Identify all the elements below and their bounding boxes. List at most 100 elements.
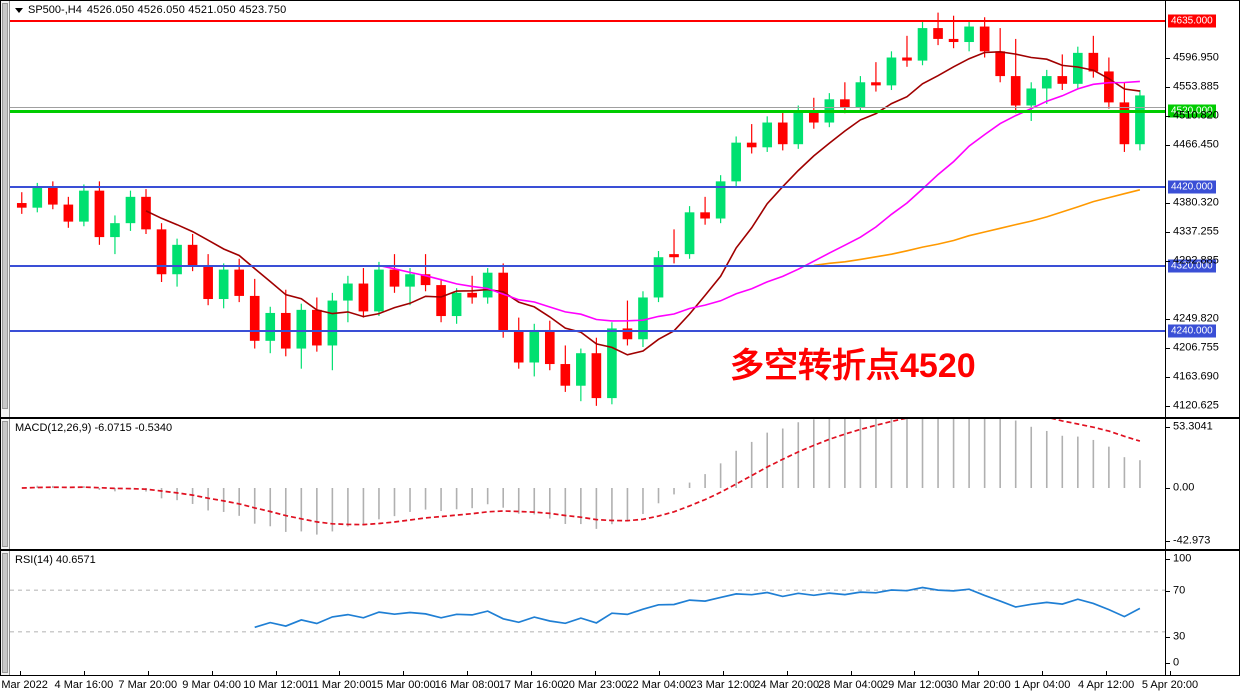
candle-body [436,285,446,317]
time-axis-label: 15 Mar 00:00 [370,679,436,691]
macd-tick-label: 53.3041 [1173,420,1213,433]
candle-body [249,295,260,341]
time-axis-label: 28 Mar 04:00 [818,679,883,691]
time-tick [211,671,213,676]
candlestick-series [16,12,1145,406]
ohlc-quotes: 4526.050 4526.050 4521.050 4523.750 [86,4,287,16]
rsi-axis[interactable]: 100 70 30 0 [1165,551,1239,675]
candle-body [871,82,881,86]
chart-annotation-text: 多空转折点4520 [730,347,976,385]
triangle-down-icon[interactable] [15,7,23,13]
level-line-support-4420 [10,186,1165,188]
price-chart-panel[interactable]: 4635.000 4596.950 4553.885 4520.000 4510.820… [0,0,1240,418]
candle-body [110,223,120,238]
candle-body [513,331,524,363]
candle-body [622,328,633,340]
time-axis-label: 22 Mar 04:00 [626,679,692,691]
time-tick [1106,671,1108,676]
candle-body [312,309,322,346]
scrollbar-thumb[interactable] [2,421,8,547]
macd-panel[interactable]: 53.3041 0.00 -42.973 MACD(12,26,9) -6.0715… [0,418,1240,550]
rsi-panel[interactable]: 100 70 30 0 RSI(14) 40.6571 [0,550,1240,676]
candle-body [762,122,773,148]
candle-body [1057,76,1068,84]
candle-body [979,26,990,52]
ma-fast-line [145,50,1141,356]
candle-body [700,212,710,219]
rsi-tick-label: 30 [1173,630,1186,643]
time-axis-label: 16 Mar 08:00 [434,679,500,691]
rsi-tick [1166,663,1170,664]
candle-body [358,283,369,312]
candle-body [172,244,182,275]
candle-body [451,292,462,317]
rsi-panel-scrollbar[interactable] [1,551,10,675]
candle-body [203,266,213,300]
level-line-support-4240 [10,330,1165,332]
symbol-label: SP500-,H4 [28,4,82,16]
macd-tick [1166,427,1170,428]
time-axis-label: 4 Apr 12:00 [1077,679,1135,691]
rsi-tick [1166,591,1170,592]
price-tag-4240.000: 4240.000 [1168,324,1216,338]
candle-body [63,204,74,222]
scrollbar-thumb[interactable] [2,3,8,409]
candle-body [948,38,959,43]
time-axis-label: 24 Mar 20:00 [754,679,820,691]
ma-slow-line [813,189,1141,267]
scrollbar-thumb[interactable] [2,553,8,673]
macd-plot-area[interactable] [10,419,1165,549]
time-axis-label: 9 Mar 04:00 [182,679,242,691]
price-axis[interactable]: 4635.000 4596.950 4553.885 4520.000 4510.820… [1165,1,1239,417]
candle-body [808,111,819,123]
price-tick-label: 4163.690 [1173,370,1219,383]
level-line-pivot-4520 [10,110,1165,113]
time-tick [403,671,405,676]
time-axis-label: 29 Mar 12:00 [882,679,947,691]
level-line-resistance-4635 [10,20,1165,22]
candle-body [886,57,897,86]
price-panel-scrollbar[interactable] [1,1,10,417]
price-tick [1166,377,1170,378]
macd-tick [1166,541,1170,542]
candle-body [1088,52,1099,72]
time-axis[interactable]: 3 Mar 2022 4 Mar 16:00 7 Mar 20:00 9 Mar 04… [0,671,1240,696]
rsi-tick-label: 70 [1173,584,1186,597]
candle-body [995,51,1005,77]
price-tag-4520.000: 4520.000 [1168,104,1216,118]
time-tick [658,671,660,676]
price-tick [1166,348,1170,349]
candle-body [684,212,695,255]
time-tick [467,671,469,676]
candle-body [79,190,89,222]
price-tag-4420.000: 4420.000 [1168,180,1216,194]
candle-body [544,329,555,365]
macd-series [21,419,1141,535]
macd-tick-label: 0.00 [1173,481,1195,494]
candle-body [607,328,617,399]
time-axis-label: 3 Mar 2022 [0,679,48,691]
candle-body [529,329,540,363]
price-tag-4635.000: 4635.000 [1168,14,1216,28]
candle-body [917,28,928,61]
candle-body [16,203,27,208]
candle-body [840,99,850,108]
price-plot-area[interactable] [10,1,1165,417]
time-axis-label: 7 Mar 20:00 [118,679,178,691]
time-axis-label: 5 Apr 20:00 [1141,679,1199,691]
level-line-support-4320 [10,265,1165,267]
candle-body [296,309,307,349]
macd-panel-scrollbar[interactable] [1,419,10,549]
candle-body [265,312,276,341]
time-tick [786,671,788,676]
price-tick-label: 4380.320 [1173,196,1219,209]
price-tick-label: 4292.885 [1173,254,1219,267]
time-axis-label: 23 Mar 12:00 [690,679,756,691]
rsi-tick [1166,637,1170,638]
rsi-plot-area[interactable] [10,551,1165,675]
macd-axis[interactable]: 53.3041 0.00 -42.973 [1165,419,1239,549]
candle-body [1135,95,1145,145]
price-tag-4320.000: 4320.000 [1168,259,1216,273]
price-tick [1166,232,1170,233]
